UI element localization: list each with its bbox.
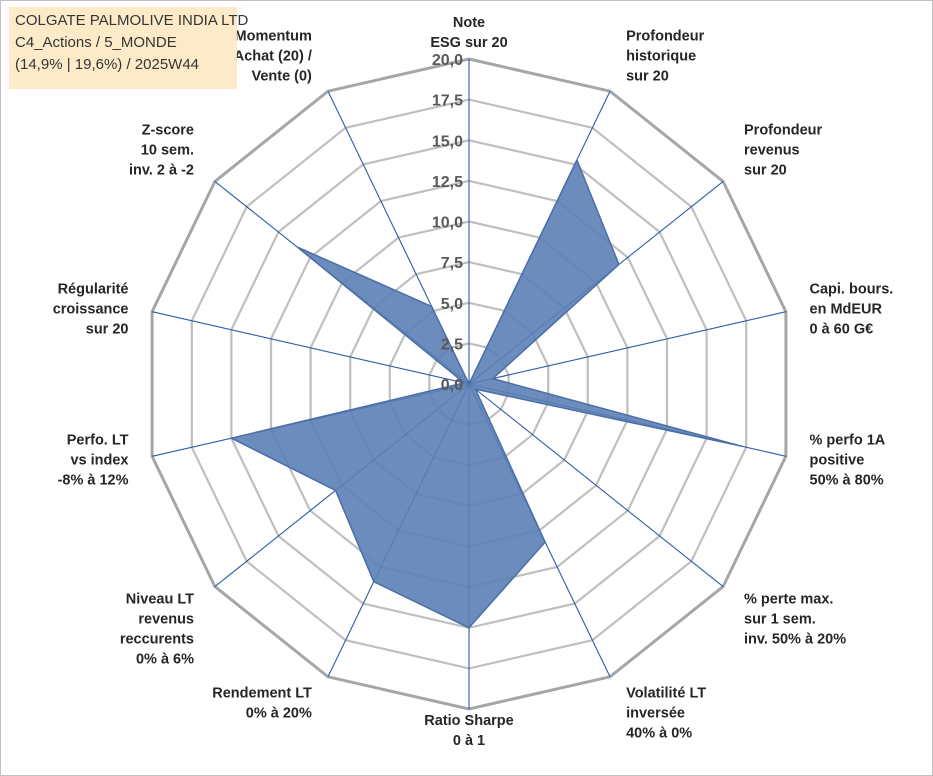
axis-label-group: Note ESG sur 20 [430,15,507,51]
axis-label: en MdEUR [810,302,883,318]
axis-label: 10 sem. [141,143,194,159]
axis-label: Rendement LT [212,685,312,701]
axis-spoke [468,311,787,385]
axis-label-group: Perfo. LT vs index -8% à 12% [58,432,129,488]
axis-label: positive [810,452,865,468]
axis-label: vs index [70,452,128,468]
axis-label: 40% à 0% [626,725,692,741]
tick-label: 5,0 [441,296,463,313]
radial-tick-labels: 0,0 2,5 5,0 7,5 10,0 12,5 15,0 17,5 20,0 [432,52,463,394]
axis-label: croissance [53,302,129,318]
axis-label: 0 à 60 G€ [810,322,874,338]
axis-label-group: Niveau LT revenus reccurents 0% à 6% [120,591,194,667]
axis-label: revenus [138,611,194,627]
axis-label: 0% à 6% [136,651,194,667]
axis-label-group: Volatilité LT inversée 40% à 0% [626,685,706,741]
axis-label-group: Rendement LT 0% à 20% [212,685,312,721]
axis-label: revenus [744,143,800,159]
axis-label: Perfo. LT [67,432,129,448]
tick-label: 20,0 [432,52,463,69]
axis-label-group: % perfo 1A positive 50% à 80% [810,432,886,488]
axis-label: Achat (20) / [234,49,312,65]
axis-label: sur 20 [626,69,669,85]
axis-label: ESG sur 20 [430,35,507,51]
axis-label: inv. 2 à -2 [129,163,194,179]
axis-label: Régularité [58,282,129,298]
axis-label: sur 20 [86,322,129,338]
axis-label: inv. 50% à 20% [744,631,846,647]
axis-label-group: Régularité croissance sur 20 [53,282,129,338]
series-area [230,159,743,629]
chart-title-category: C4_Actions / 5_MONDE [15,34,177,51]
axis-label: Note [453,15,485,31]
axis-label-group: Z-score 10 sem. inv. 2 à -2 [129,123,194,179]
axis-label-group: Ratio Sharpe 0 à 1 [424,713,513,749]
axis-label-group: Momentum Achat (20) / Vente (0) [234,29,312,85]
tick-label: 7,5 [441,255,463,272]
axis-label: Profondeur [626,29,704,45]
axis-label: sur 1 sem. [744,611,816,627]
radar-series [230,159,743,629]
axis-label: historique [626,49,696,65]
axis-label: Ratio Sharpe [424,713,513,729]
axis-label: sur 20 [744,163,787,179]
chart-title-stats: (14,9% | 19,6%) / 2025W44 [15,56,199,73]
tick-label: 17,5 [432,93,463,110]
axis-label: 50% à 80% [810,472,884,488]
axis-label-group: Profondeur historique sur 20 [626,29,704,85]
axis-label-group: % perte max. sur 1 sem. inv. 50% à 20% [744,591,846,647]
axis-label-group: Capi. bours. en MdEUR 0 à 60 G€ [810,282,894,338]
axis-label: inversée [626,705,685,721]
axis-label: 0% à 20% [246,705,312,721]
tick-label: 0,0 [441,377,463,394]
chart-title-box: COLGATE PALMOLIVE INDIA LTD C4_Actions /… [9,7,249,89]
axis-label: Capi. bours. [810,282,894,298]
axis-spoke [468,383,724,588]
axis-labels: Note ESG sur 20 Profondeur historique sur 20… [53,15,894,749]
axis-label: reccurents [120,631,194,647]
tick-label: 10,0 [432,215,463,232]
axis-label: Vente (0) [251,69,312,85]
chart-title-company: COLGATE PALMOLIVE INDIA LTD [15,12,249,29]
axis-label: Z-score [142,123,194,139]
axis-label: Profondeur [744,123,822,139]
axis-label: Niveau LT [126,591,194,607]
axis-label: Volatilité LT [626,685,706,701]
tick-label: 2,5 [441,336,463,353]
axis-spoke [151,311,470,385]
axis-label-group: Profondeur revenus sur 20 [744,123,822,179]
axis-label: Momentum [235,29,312,45]
axis-label: 0 à 1 [453,733,485,749]
axis-label: % perte max. [744,591,833,607]
tick-label: 12,5 [432,174,463,191]
axis-label: -8% à 12% [58,472,129,488]
axis-label: % perfo 1A [810,432,886,448]
tick-label: 15,0 [432,133,463,150]
